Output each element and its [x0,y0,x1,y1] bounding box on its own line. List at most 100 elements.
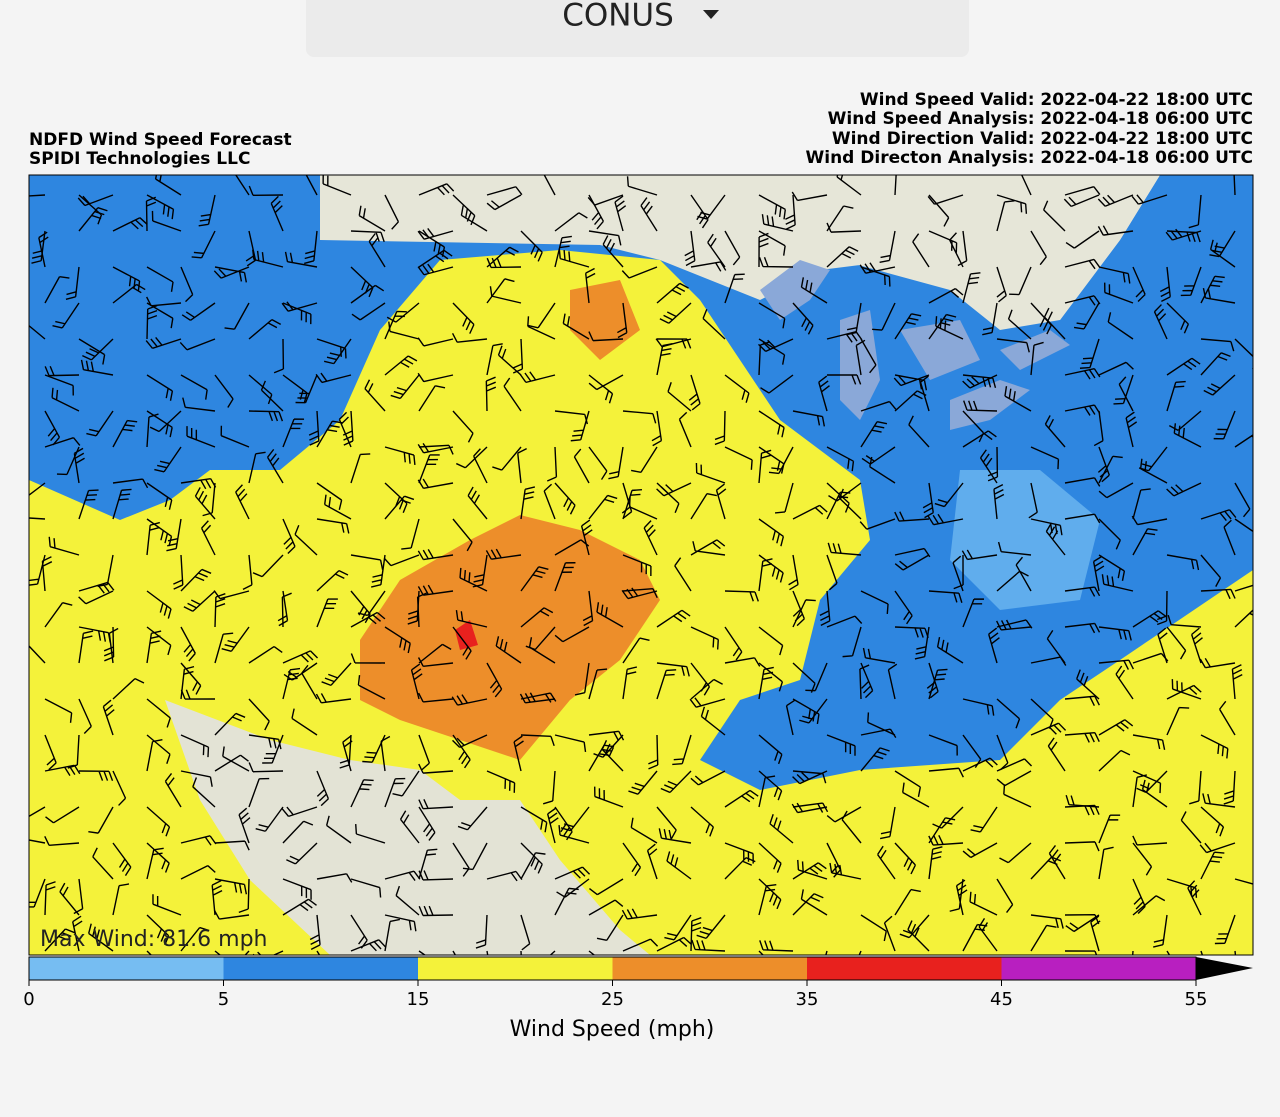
wind-barb [1065,914,1100,933]
wind-barb [927,194,964,205]
wind-barb [146,266,174,292]
wind-barb [928,734,958,756]
wind-barb [562,313,590,340]
wind-barb [180,568,212,592]
wind-barb [462,842,488,871]
wind-barb [179,338,216,351]
wind-barb [962,374,998,389]
wind-barb [805,662,828,692]
wind-barb [1153,914,1168,948]
wind-barb [1132,734,1166,750]
wind-barb [962,842,998,859]
wind-barb [1098,554,1126,581]
wind-barb [194,487,216,520]
wind-barb [418,870,454,881]
wind-barb [1132,878,1146,915]
wind-barb [520,607,554,628]
wind-barb [788,554,799,591]
wind-zone [570,280,640,360]
wind-barb [180,734,210,758]
wind-barb [724,626,743,661]
wind-barb [688,374,701,411]
wind-barb [1098,266,1131,284]
wind-barb [589,878,624,896]
wind-barb [455,446,488,469]
wind-barb [826,806,862,823]
wind-barb [78,207,108,232]
wind-barb [714,410,726,446]
wind-barb [52,302,80,329]
wind-barb [1098,659,1134,670]
wind-barb [1166,230,1201,243]
wind-barb [826,554,838,591]
wind-barb [1097,446,1110,483]
wind-barb [417,337,454,347]
wind-barb [724,590,759,602]
wind-barb [214,878,248,895]
wind-barb [862,647,896,664]
colorbar-tick-label: 25 [601,989,624,1010]
wind-barb [860,338,877,374]
wind-barb [769,814,794,844]
wind-barb [281,301,318,312]
wind-barb [1043,200,1066,232]
wind-barb [154,175,182,196]
wind-barb [316,518,350,534]
wind-barb [558,248,590,268]
wind-barb [761,214,794,232]
dropdown-value[interactable]: CONUS [562,0,674,34]
wind-barb [724,374,750,403]
wind-barb [451,694,488,706]
wind-barb [48,536,80,556]
wind-barb [554,734,587,753]
wind-barb [1090,915,1101,952]
wind-barb [860,400,897,412]
wind-barb [486,246,519,268]
wind-barb [78,489,99,520]
wind-barb [1132,835,1168,846]
wind-barb [486,662,503,698]
wind-barb [1030,446,1060,470]
wind-barb [452,626,472,660]
wind-barb [928,194,950,227]
wind-barb [29,806,46,818]
wind-barb [520,230,543,262]
wind-barb [588,446,608,480]
wind-barb [792,590,805,627]
wind-barb [724,657,761,667]
colorbar-tick-label: 55 [1185,989,1208,1010]
wind-barb [214,632,234,664]
wind-barb [248,451,266,484]
wind-barb [146,847,164,880]
wind-barb [1115,665,1134,700]
wind-barb [238,807,251,844]
wind-barb [700,706,726,736]
dropdown-box[interactable] [306,0,969,57]
wind-barb [935,316,964,340]
wind-barb [72,915,83,952]
wind-barb [78,194,103,225]
dropdown[interactable]: CONUS [306,0,969,57]
wind-barb [826,615,863,628]
colorbar-segment [223,957,418,980]
wind-barb [962,757,998,772]
wind-barb [1202,793,1236,808]
wind-barb [82,338,114,361]
wind-barb [587,194,624,206]
wind-barb [44,602,73,628]
wind-barb [149,410,182,433]
wind-barb [380,735,391,772]
wind-barb [29,313,46,340]
wind-barb [758,194,787,220]
colorbar-tick-label: 5 [218,989,229,1010]
wind-barb [1107,312,1134,340]
wind-barb [554,866,591,880]
wind-barb [690,539,726,556]
wind-barb [1098,361,1134,376]
wind-barb [364,379,386,412]
wind-barb [1189,770,1202,805]
wind-barb [617,302,628,339]
dropdown-caret[interactable] [703,10,719,19]
wind-barb [996,878,1014,913]
